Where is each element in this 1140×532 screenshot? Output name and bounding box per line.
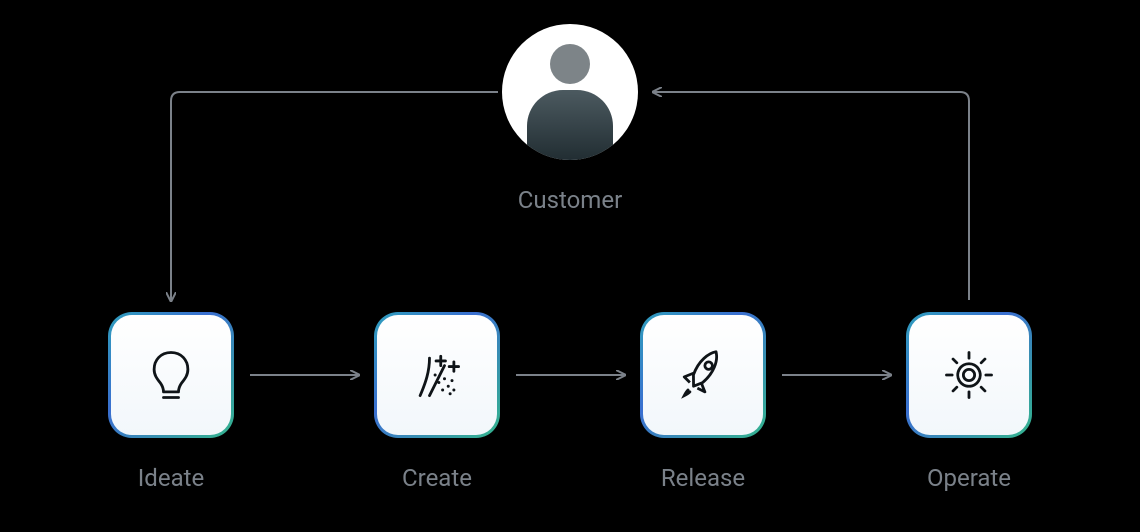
customer-label: Customer (470, 186, 670, 214)
flow-diagram: Customer Ideate (0, 0, 1140, 532)
rocket-icon (673, 345, 733, 405)
stage-ideate-inner (111, 315, 231, 435)
stage-ideate-label: Ideate (108, 464, 234, 492)
lightbulb-icon (141, 345, 201, 405)
stage-create (374, 312, 500, 438)
stage-release-inner (643, 315, 763, 435)
stage-operate (906, 312, 1032, 438)
customer-node (499, 21, 641, 163)
stage-operate-inner (909, 315, 1029, 435)
customer-inner (502, 24, 638, 160)
stage-release (640, 312, 766, 438)
stage-release-label: Release (640, 464, 766, 492)
gear-icon (939, 345, 999, 405)
sparkle-icon (407, 345, 467, 405)
person-head-icon (550, 44, 590, 84)
stage-ideate (108, 312, 234, 438)
person-body-icon (527, 90, 613, 160)
stage-create-label: Create (374, 464, 500, 492)
stage-create-inner (377, 315, 497, 435)
arrow-customer-to-ideate (171, 92, 498, 300)
stage-operate-label: Operate (906, 464, 1032, 492)
arrow-operate-to-customer (654, 92, 969, 300)
